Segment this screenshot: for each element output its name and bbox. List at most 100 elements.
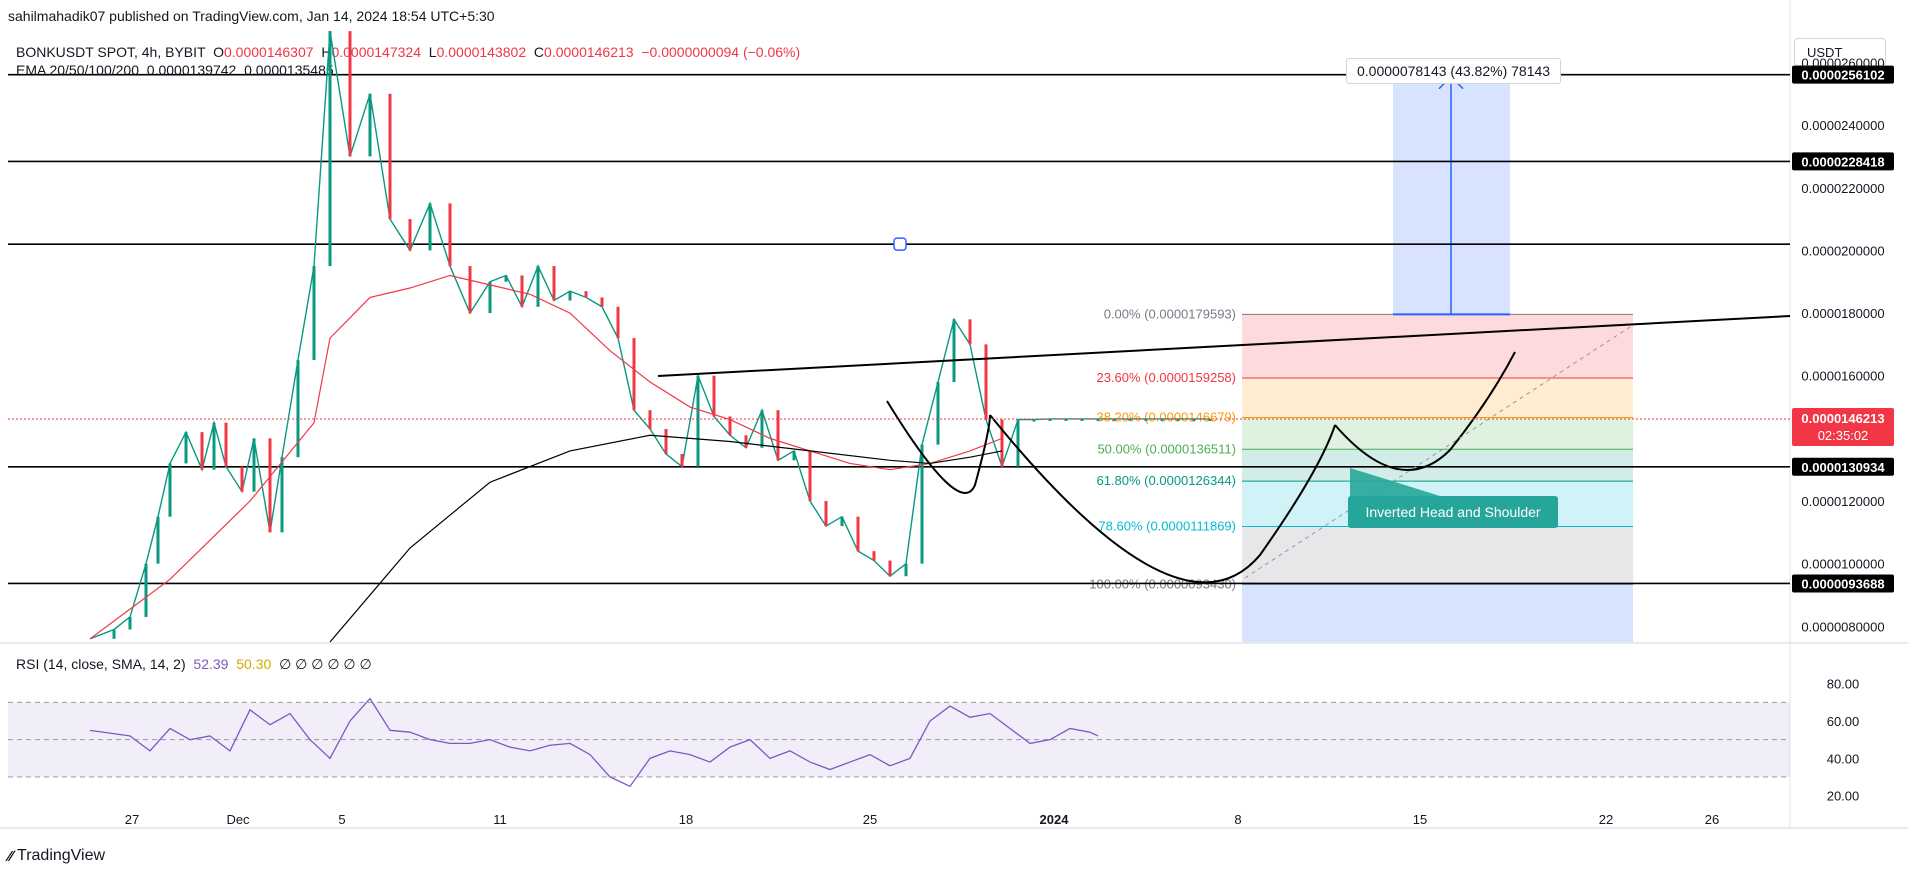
level-price-label: 0.0000130934 bbox=[1801, 460, 1885, 475]
price-candle bbox=[632, 338, 636, 411]
price-candle bbox=[728, 416, 732, 436]
fib-level-label: 78.60% (0.0000111869) bbox=[1098, 519, 1236, 534]
fib-band bbox=[1242, 314, 1633, 379]
time-tick-label: 22 bbox=[1599, 812, 1613, 827]
price-tick-label: 0.0000100000 bbox=[1801, 557, 1884, 572]
rsi-extra: ∅ ∅ ∅ ∅ ∅ ∅ bbox=[279, 656, 372, 672]
price-candle bbox=[1064, 418, 1068, 421]
price-candle bbox=[968, 319, 972, 345]
price-tick-label: 0.0000120000 bbox=[1801, 494, 1884, 509]
symbol-name[interactable]: BONKUSDT SPOT, 4h, BYBIT bbox=[16, 44, 206, 60]
price-candle bbox=[312, 266, 316, 361]
tradingview-logo[interactable]: ⁄∕ TradingView bbox=[8, 847, 105, 865]
fib-band bbox=[1242, 417, 1633, 450]
close-value: 0.0000146213 bbox=[544, 44, 634, 60]
level-price-label: 0.0000228418 bbox=[1801, 154, 1884, 169]
fib-band bbox=[1242, 449, 1633, 482]
time-tick-label: 15 bbox=[1413, 812, 1427, 827]
rsi-tick-label: 20.00 bbox=[1827, 789, 1860, 804]
ema-line bbox=[89, 274, 1003, 640]
price-candle bbox=[552, 266, 556, 301]
price-candle bbox=[1016, 419, 1020, 467]
fib-level-label: 0.00% (0.0000179593) bbox=[1104, 306, 1236, 321]
price-candle bbox=[428, 203, 432, 251]
price-candle bbox=[296, 360, 300, 458]
price-candle bbox=[268, 438, 272, 533]
price-tick-label: 0.0000260000 bbox=[1801, 55, 1884, 70]
ema-line bbox=[329, 434, 1003, 643]
trend-guide bbox=[1244, 324, 1634, 579]
level-price-label: 0.0000256102 bbox=[1801, 68, 1884, 83]
price-candle bbox=[696, 375, 700, 467]
time-tick-label: Dec bbox=[226, 812, 250, 827]
publisher-info: sahilmahadik07 published on TradingView.… bbox=[8, 8, 495, 24]
callout-label: Inverted Head and Shoulder bbox=[1365, 504, 1540, 520]
price-candle bbox=[648, 410, 652, 429]
price-candle bbox=[1176, 418, 1180, 421]
price-candle bbox=[872, 551, 876, 561]
time-tick-label: 8 bbox=[1234, 812, 1241, 827]
neckline bbox=[657, 315, 1791, 377]
rsi-tick-label: 80.00 bbox=[1827, 677, 1860, 692]
measure-label: 0.0000078143 (43.82%) 78143 bbox=[1346, 58, 1562, 84]
price-candle bbox=[1048, 418, 1052, 421]
high-label: H bbox=[321, 44, 332, 60]
fib-extension-band bbox=[1242, 584, 1633, 642]
price-candle bbox=[600, 297, 604, 307]
rsi-value: 52.39 bbox=[193, 656, 229, 672]
low-label: L bbox=[428, 44, 437, 60]
price-candle bbox=[856, 516, 860, 552]
level-price-tag bbox=[1792, 574, 1894, 593]
close-label: C bbox=[533, 44, 545, 60]
head-curve bbox=[989, 414, 1336, 584]
price-candle bbox=[680, 454, 684, 467]
price-tick-label: 0.0000180000 bbox=[1801, 306, 1884, 321]
rsi-legend: RSI (14, close, SMA, 14, 2) 52.39 50.30 … bbox=[16, 656, 372, 673]
price-candle bbox=[1128, 418, 1132, 421]
price-candle bbox=[388, 93, 392, 220]
price-candle bbox=[744, 435, 748, 448]
time-tick-label: 27 bbox=[125, 812, 139, 827]
time-tick-label: 18 bbox=[679, 812, 693, 827]
change-value: −0.0000000094 (−0.06%) bbox=[641, 44, 801, 60]
price-candle bbox=[712, 375, 716, 417]
time-tick-label: 26 bbox=[1705, 812, 1719, 827]
level-price-tag bbox=[1792, 65, 1894, 84]
price-candle bbox=[984, 344, 988, 420]
left-shoulder-curve bbox=[886, 400, 991, 494]
price-candle bbox=[224, 422, 228, 467]
time-tick-label: 25 bbox=[863, 812, 877, 827]
price-tick-label: 0.0000200000 bbox=[1801, 243, 1884, 258]
price-candle bbox=[584, 291, 588, 298]
price-candle bbox=[776, 410, 780, 461]
fib-band bbox=[1242, 526, 1633, 585]
current-price-label: 0.0000146213 bbox=[1801, 411, 1884, 426]
currency-button[interactable]: USDT bbox=[1794, 38, 1886, 66]
rsi-label[interactable]: RSI (14, close, SMA, 14, 2) bbox=[16, 656, 186, 672]
symbol-legend: BONKUSDT SPOT, 4h, BYBIT O0.0000146307 H… bbox=[16, 42, 800, 62]
price-candle bbox=[448, 203, 452, 267]
price-candle bbox=[280, 457, 284, 533]
price-candle bbox=[408, 219, 412, 251]
level-price-label: 0.0000093688 bbox=[1801, 576, 1884, 591]
price-candle bbox=[568, 291, 572, 301]
price-candle bbox=[664, 428, 668, 455]
fib-level-label: 61.80% (0.0000126344) bbox=[1096, 473, 1236, 488]
fib-level-label: 23.60% (0.0000159258) bbox=[1096, 370, 1236, 385]
price-candle bbox=[536, 266, 540, 307]
tv-logo-icon: ⁄∕ bbox=[8, 847, 14, 865]
price-candle bbox=[952, 319, 956, 382]
price-series-line bbox=[89, 31, 1210, 640]
rsi-ma-value: 50.30 bbox=[236, 656, 272, 672]
price-candle bbox=[368, 93, 372, 157]
countdown-label: 02:35:02 bbox=[1818, 428, 1869, 443]
price-candle bbox=[904, 563, 908, 577]
rsi-line bbox=[89, 697, 1099, 788]
price-candle bbox=[144, 563, 148, 617]
price-candle bbox=[168, 463, 172, 517]
open-label: O bbox=[213, 44, 224, 60]
time-tick-label: 2024 bbox=[1040, 812, 1070, 827]
rsi-tick-label: 40.00 bbox=[1827, 751, 1860, 766]
price-candle bbox=[920, 444, 924, 564]
